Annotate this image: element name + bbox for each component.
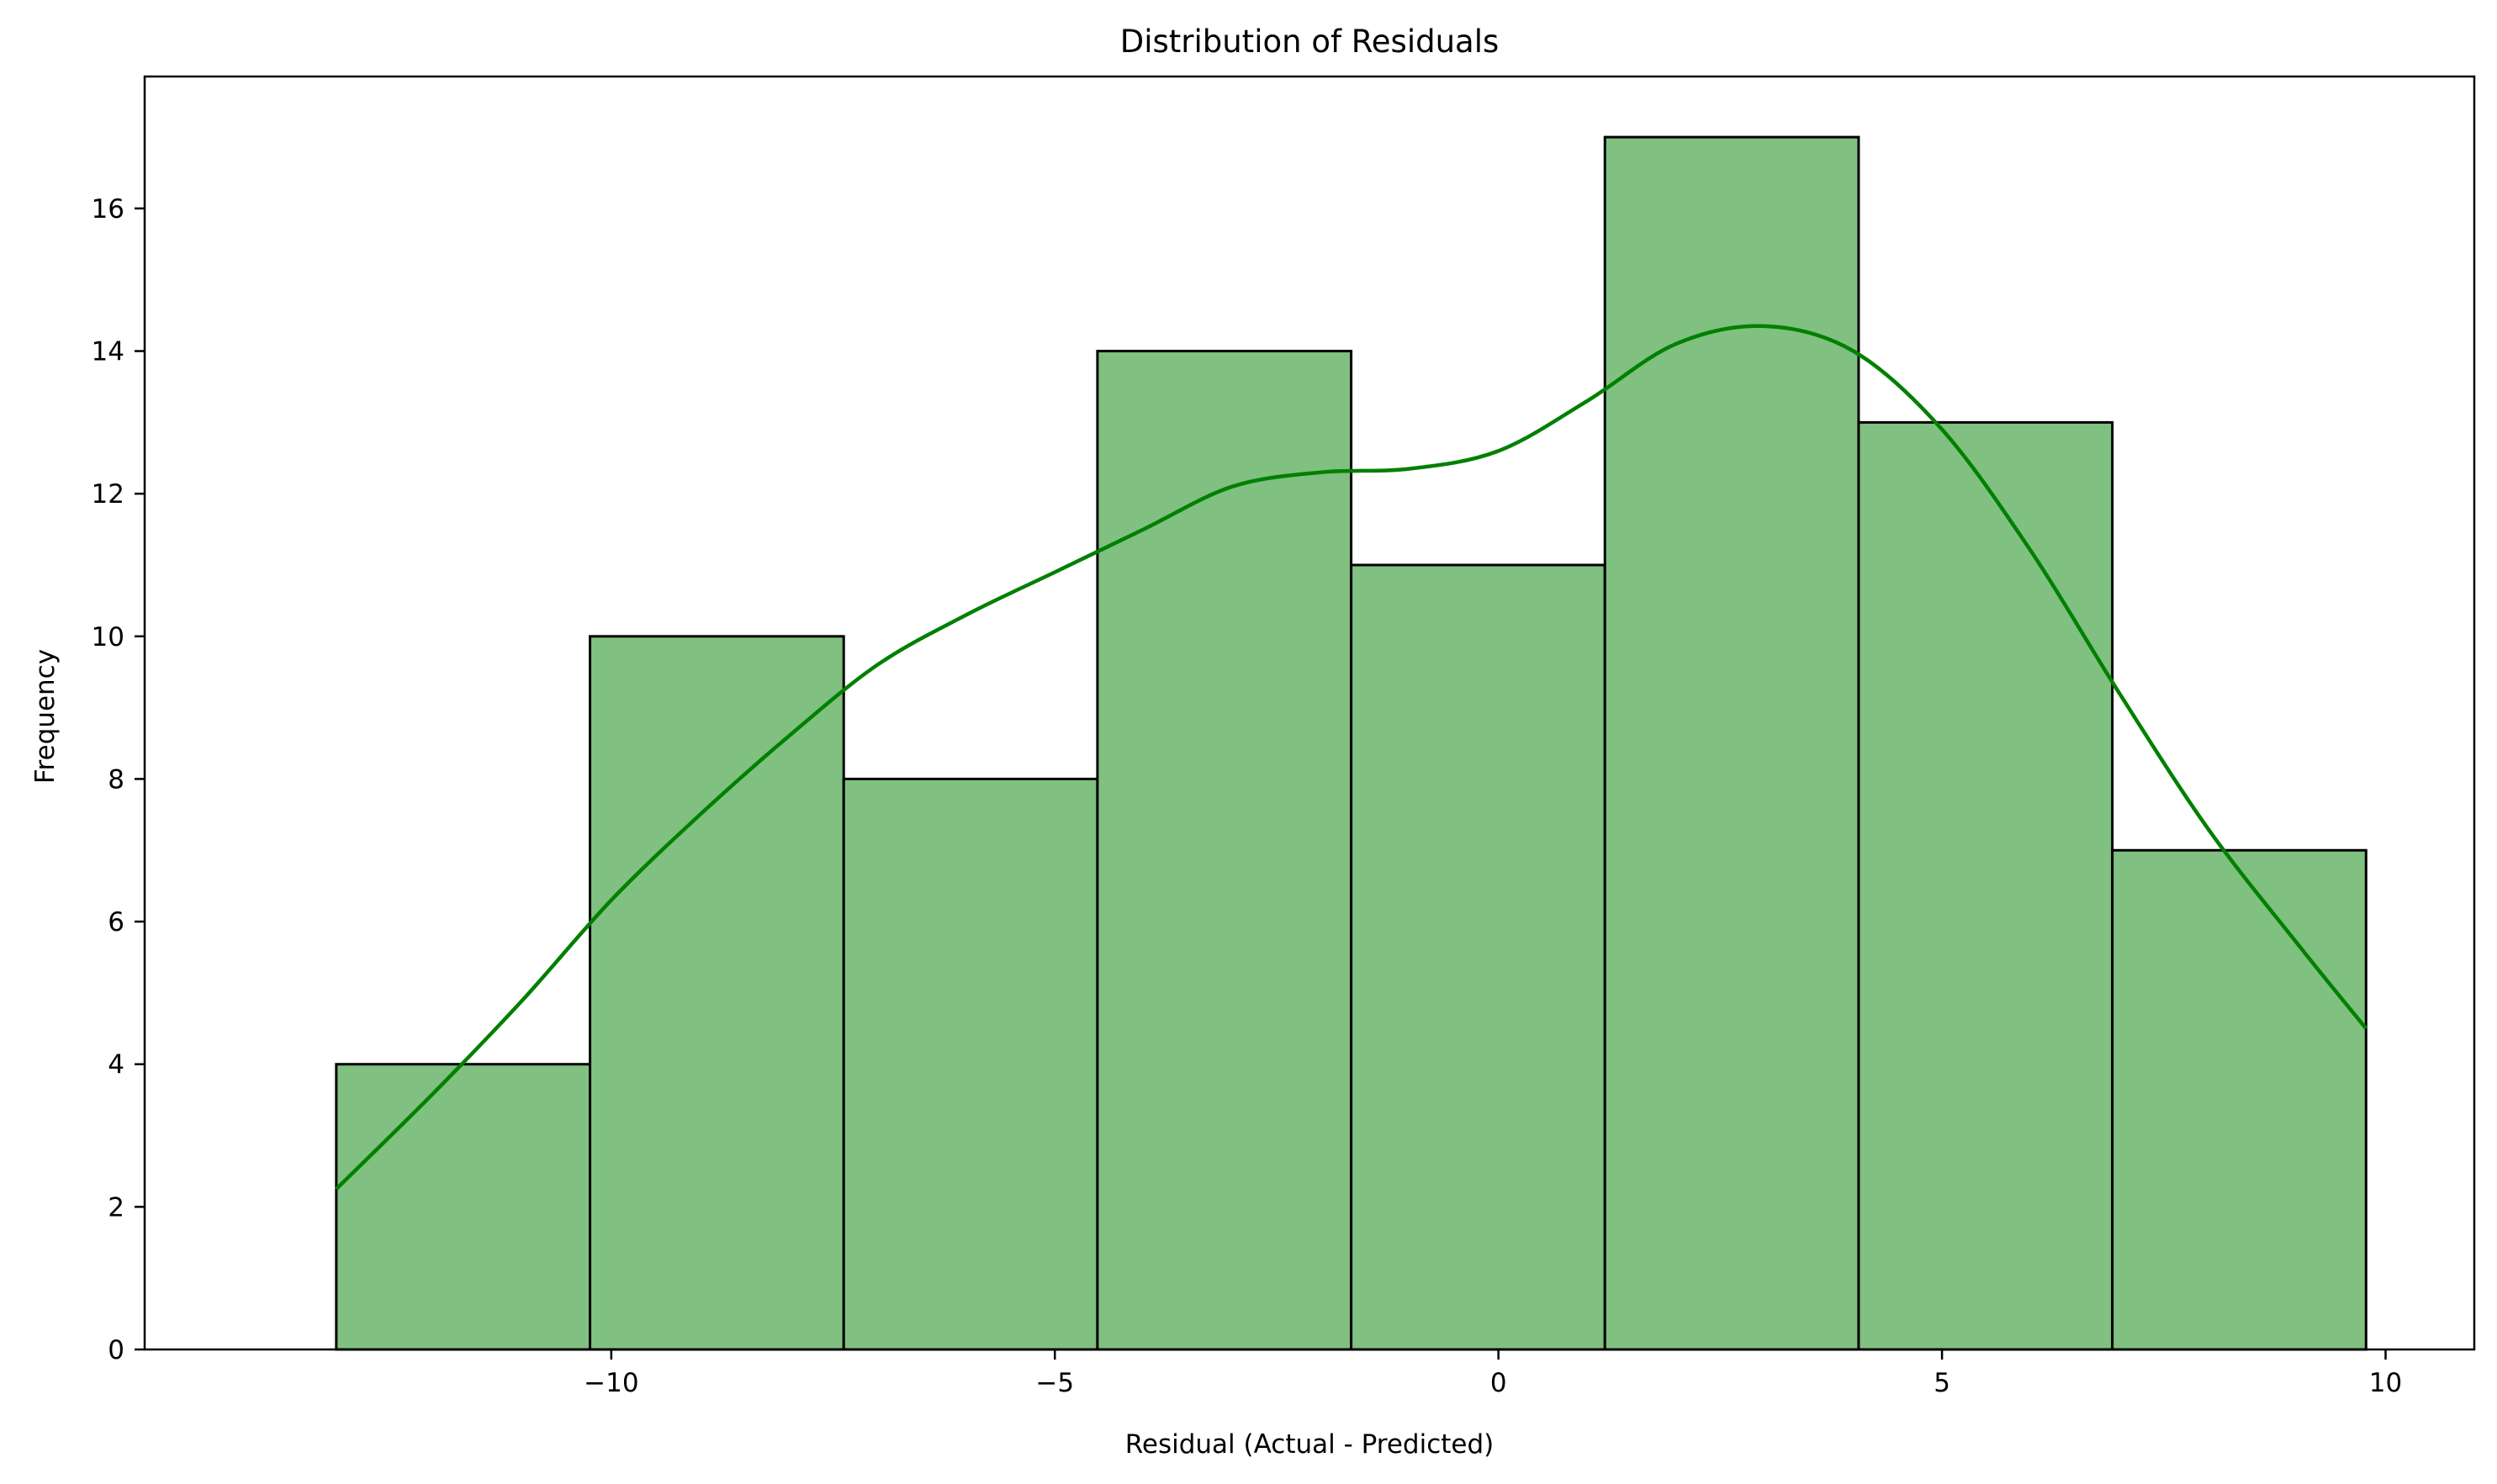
histogram-bar-7 [1857, 420, 2114, 1351]
histogram-bar-6 [1603, 135, 1860, 1351]
histogram-bar-1 [335, 1063, 592, 1351]
x-axis-ticks: −10 −5 0 5 10 [584, 1349, 2402, 1398]
x-tick-label: 0 [1490, 1368, 1507, 1398]
chart-title: Distribution of Residuals [1120, 24, 1500, 60]
x-tick-label: −5 [1035, 1368, 1074, 1398]
histogram-bar-3 [842, 777, 1099, 1351]
y-tick-label: 0 [108, 1335, 124, 1365]
kde-curve [335, 324, 2368, 1191]
histogram-bar-8 [2111, 848, 2367, 1351]
y-axis-label: Frequency [30, 649, 61, 784]
x-tick-label: −10 [584, 1368, 638, 1398]
histogram-bar-5 [1350, 563, 1606, 1351]
y-tick-label: 10 [92, 622, 124, 652]
y-tick-label: 8 [108, 764, 124, 795]
x-axis-label: Residual (Actual - Predicted) [1125, 1429, 1494, 1460]
x-tick-label: 10 [2369, 1368, 2402, 1398]
kde-curve-layer [335, 324, 2368, 1191]
histogram-bars [335, 135, 2367, 1351]
y-tick-label: 12 [92, 479, 124, 510]
plot-area-frame [143, 75, 2476, 1351]
x-tick-label: 5 [1934, 1368, 1950, 1398]
y-tick-label: 16 [92, 194, 124, 224]
y-tick-label: 4 [108, 1050, 124, 1080]
y-axis-ticks: 0 2 4 6 8 10 12 14 16 [92, 194, 145, 1365]
y-tick-label: 6 [108, 907, 124, 937]
y-tick-label: 2 [108, 1192, 124, 1223]
histogram-bar-4 [1096, 350, 1353, 1351]
y-tick-label: 14 [92, 337, 124, 367]
histogram-bar-2 [589, 635, 845, 1351]
